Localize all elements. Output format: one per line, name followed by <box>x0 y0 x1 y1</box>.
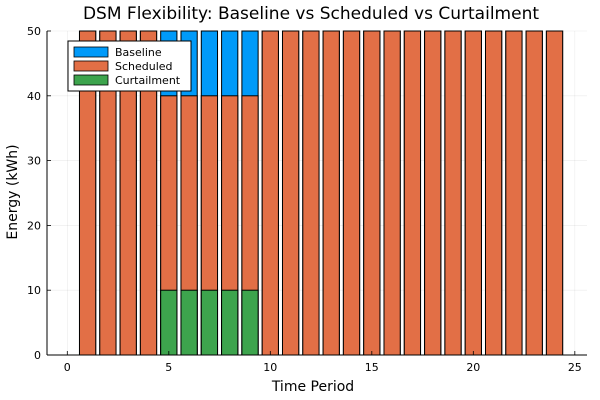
scheduled-bar <box>444 30 462 356</box>
x-tick-label: 20 <box>466 361 480 374</box>
scheduled-bar <box>261 30 279 356</box>
legend-label-baseline: Baseline <box>115 46 162 59</box>
x-tick-label: 5 <box>165 361 172 374</box>
legend-label-curtailment: Curtailment <box>115 74 181 87</box>
scheduled-bar <box>383 30 401 356</box>
y-tick-label: 40 <box>27 90 41 103</box>
scheduled-bar <box>484 30 503 356</box>
curtailment-bar <box>200 289 219 356</box>
scheduled-bar <box>281 30 300 356</box>
legend-swatch-baseline <box>73 46 109 58</box>
curtailment-bar <box>221 289 239 356</box>
scheduled-bar <box>322 30 340 356</box>
y-tick-label: 20 <box>27 219 41 232</box>
y-tick-label: 0 <box>34 349 41 362</box>
x-tick-label: 25 <box>568 361 582 374</box>
chart-title: DSM Flexibility: Baseline vs Scheduled v… <box>83 4 539 24</box>
y-axis-label: Energy (kWh) <box>5 144 21 239</box>
scheduled-bar <box>342 30 361 356</box>
x-tick-label: 15 <box>365 361 379 374</box>
scheduled-bar <box>525 30 543 356</box>
scheduled-bar <box>403 30 422 356</box>
x-tick-label: 10 <box>263 361 277 374</box>
scheduled-bar <box>505 30 523 356</box>
scheduled-bar <box>464 30 482 356</box>
curtailment-bar <box>241 289 259 356</box>
legend-swatch-curtailment <box>73 74 109 86</box>
y-tick-label: 30 <box>27 155 41 168</box>
scheduled-bar <box>302 30 320 356</box>
scheduled-bar <box>424 30 442 356</box>
scheduled-bar <box>545 30 564 356</box>
tick-labels: 0 5 10 15 20 25 0 10 20 30 40 50 <box>27 25 582 374</box>
curtailment-bar <box>160 289 178 356</box>
legend-swatch-scheduled <box>73 60 109 72</box>
legend-label-scheduled: Scheduled <box>115 60 173 73</box>
x-axis-label: Time Period <box>271 379 354 395</box>
scheduled-bar <box>363 30 381 356</box>
y-tick-label: 50 <box>27 25 41 38</box>
y-tick-label: 10 <box>27 284 41 297</box>
axes <box>46 31 587 356</box>
curtailment-bar <box>180 289 198 356</box>
x-tick-label: 0 <box>64 361 71 374</box>
